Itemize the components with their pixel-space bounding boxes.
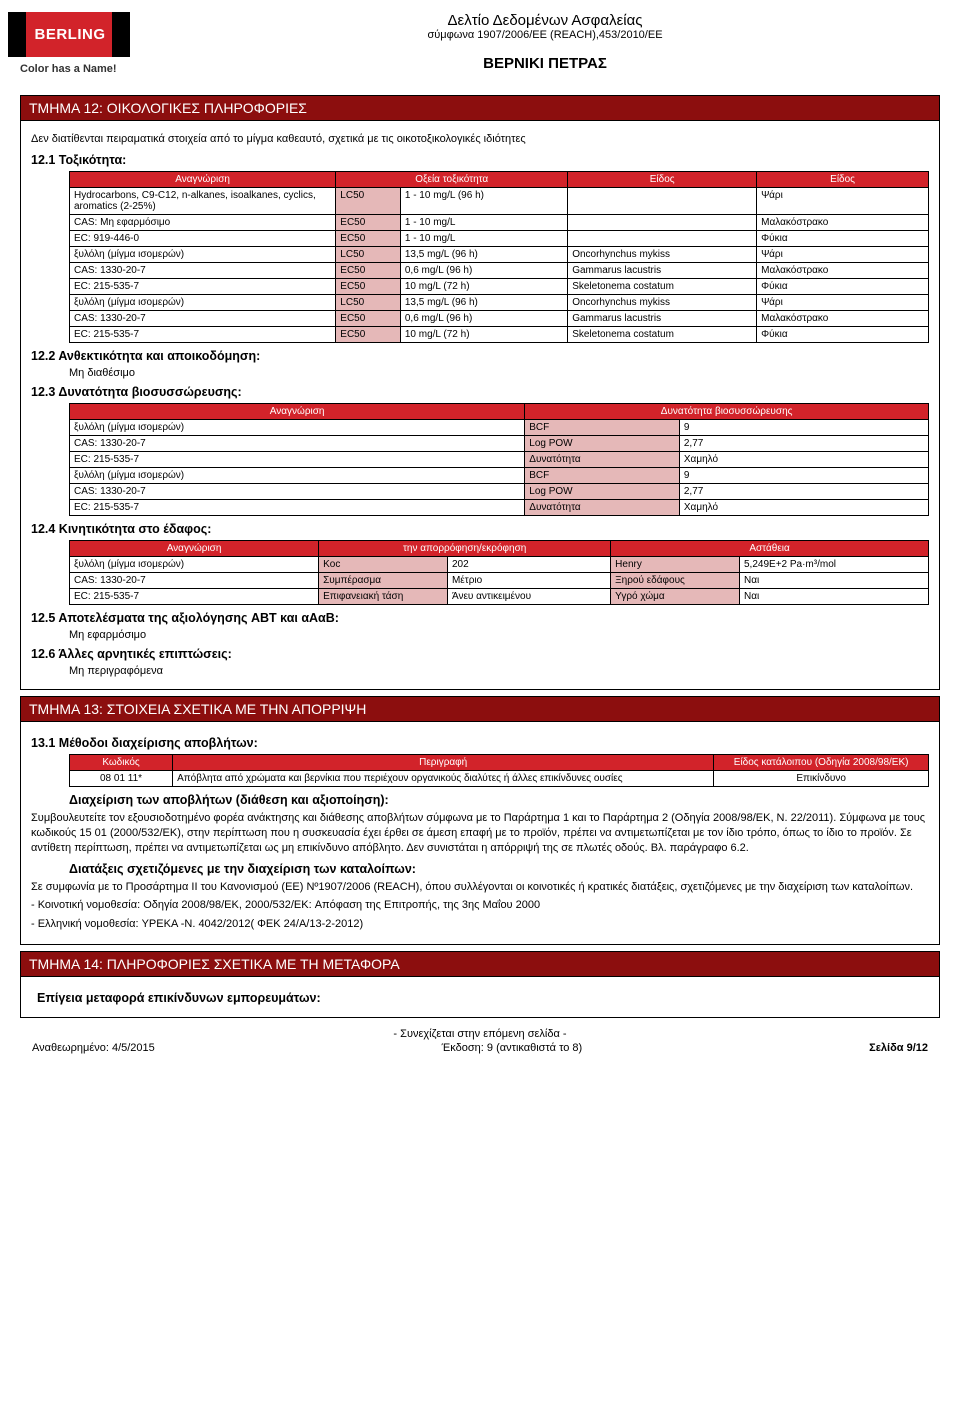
- section-12-intro: Δεν διατίθενται πειραματικά στοιχεία από…: [31, 133, 929, 145]
- section-14-body: Επίγεια μεταφορά επικίνδυνων εμπορευμάτω…: [20, 977, 940, 1018]
- th: Αναγνώριση: [70, 172, 336, 188]
- s13-sub2-text: Σε συμφωνία με το Προσάρτημα II του Κανο…: [31, 880, 929, 895]
- section-13-body: 13.1 Μέθοδοι διαχείρισης αποβλήτων: Κωδι…: [20, 722, 940, 945]
- footer-continues: - Συνεχίζεται στην επόμενη σελίδα -: [20, 1028, 940, 1040]
- section-12-body: Δεν διατίθενται πειραματικά στοιχεία από…: [20, 121, 940, 690]
- page-footer: - Συνεχίζεται στην επόμενη σελίδα - Αναθ…: [20, 1028, 940, 1056]
- th: Αναγνώριση: [70, 541, 319, 557]
- s13-sub1-title: Διαχείριση των αποβλήτων (διάθεση και αξ…: [69, 793, 929, 807]
- waste-table: Κωδικός Περιγραφή Είδος κατάλοιπου (Οδηγ…: [69, 754, 929, 787]
- s13-sub2-li1: - Κοινοτική νομοθεσία: Οδηγία 2008/98/EK…: [31, 898, 929, 913]
- s13-1-title: 13.1 Μέθοδοι διαχείρισης αποβλήτων:: [31, 736, 929, 750]
- s13-sub2-li2: - Ελληνική νομοθεσία: YPEKA -N. 4042/201…: [31, 917, 929, 932]
- mobility-table: Αναγνώριση την απορρόφηση/εκρόφηση Αστάθ…: [69, 540, 929, 605]
- th: Οξεία τοξικότητα: [336, 172, 568, 188]
- section-12-header: ΤΜΗΜΑ 12: ΟΙΚΟΛΟΓΙΚΕΣ ΠΛΗΡΟΦΟΡΙΕΣ: [20, 95, 940, 121]
- th: Αναγνώριση: [70, 404, 525, 420]
- logo-text: BERLING: [20, 12, 120, 57]
- footer-edition: Έκδοση: 9 (αντικαθιστά το 8): [442, 1042, 583, 1054]
- s12-6-text: Μη περιγραφόμενα: [69, 665, 929, 677]
- doc-title: Δελτίο Δεδομένων Ασφαλείας: [150, 12, 940, 29]
- th: Δυνατότητα βιοσυσσώρευσης: [525, 404, 929, 420]
- th: την απορρόφηση/εκρόφηση: [319, 541, 611, 557]
- th: Κωδικός: [70, 755, 173, 771]
- footer-page: Σελίδα 9/12: [869, 1042, 928, 1054]
- toxicity-table: Αναγνώριση Οξεία τοξικότητα Είδος Είδος …: [69, 171, 929, 343]
- s13-sub2-title: Διατάξεις σχετιζόμενες με την διαχείριση…: [69, 862, 929, 876]
- page-header: BERLING Color has a Name! Δελτίο Δεδομέν…: [20, 12, 940, 87]
- bioaccumulation-table: Αναγνώριση Δυνατότητα βιοσυσσώρευσης ξυλ…: [69, 403, 929, 516]
- s12-3-title: 12.3 Δυνατότητα βιοσυσσώρευσης:: [31, 385, 929, 399]
- th: Είδος κατάλοιπου (Οδηγία 2008/98/EK): [714, 755, 929, 771]
- footer-revised: Αναθεωρημένο: 4/5/2015: [32, 1042, 155, 1054]
- section-14-header: ΤΜΗΜΑ 14: ΠΛΗΡΟΦΟΡΙΕΣ ΣΧΕΤΙΚΑ ΜΕ ΤΗ ΜΕΤΑ…: [20, 951, 940, 977]
- th: Είδος: [757, 172, 929, 188]
- s12-6-title: 12.6 Άλλες αρνητικές επιπτώσεις:: [31, 647, 929, 661]
- s12-5-title: 12.5 Αποτελέσματα της αξιολόγησης ABT κα…: [31, 611, 929, 625]
- s12-5-text: Μη εφαρμόσιμο: [69, 629, 929, 641]
- s12-4-title: 12.4 Κινητικότητα στο έδαφος:: [31, 522, 929, 536]
- s14-text: Επίγεια μεταφορά επικίνδυνων εμπορευμάτω…: [37, 991, 929, 1005]
- s12-2-title: 12.2 Ανθεκτικότητα και αποικοδόμηση:: [31, 349, 929, 363]
- s12-2-text: Μη διαθέσιμο: [69, 367, 929, 379]
- logo-slogan: Color has a Name!: [20, 63, 140, 75]
- doc-subtitle: σύμφωνα 1907/2006/EE (REACH),453/2010/EE: [150, 29, 940, 41]
- section-13-header: ΤΜΗΜΑ 13: ΣΤΟΙΧΕΙΑ ΣΧΕΤΙΚΑ ΜΕ ΤΗΝ ΑΠΟΡΡΙ…: [20, 696, 940, 722]
- logo: BERLING Color has a Name!: [20, 12, 140, 87]
- s12-1-title: 12.1 Τοξικότητα:: [31, 153, 929, 167]
- header-text: Δελτίο Δεδομένων Ασφαλείας σύμφωνα 1907/…: [150, 12, 940, 72]
- th: Περιγραφή: [173, 755, 714, 771]
- s13-sub1-text: Συμβουλευτείτε τον εξουσιοδοτημένο φορέα…: [31, 811, 929, 856]
- th: Είδος: [568, 172, 757, 188]
- th: Αστάθεια: [611, 541, 929, 557]
- product-name: ΒΕΡΝΙΚΙ ΠΕΤΡΑΣ: [150, 55, 940, 72]
